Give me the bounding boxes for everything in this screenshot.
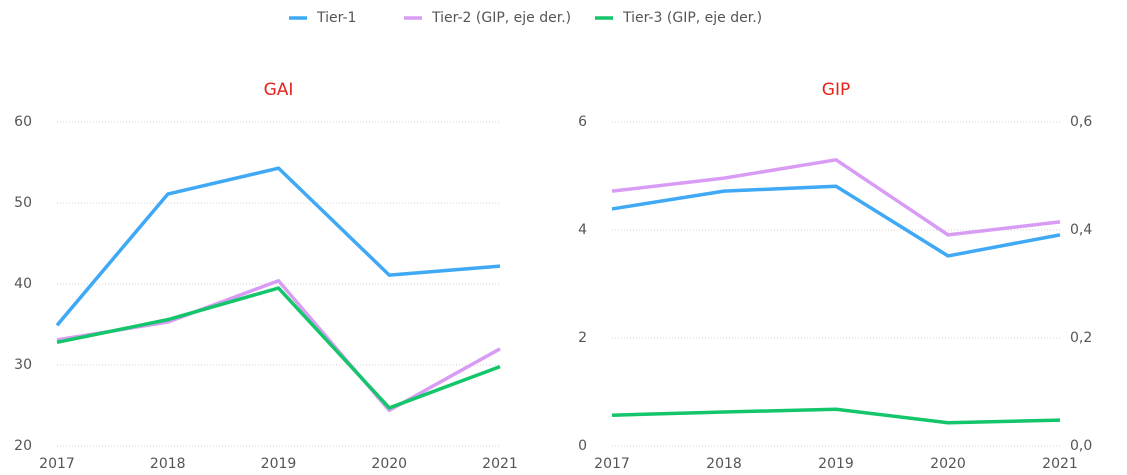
y2-tick-label: 0,4 <box>1070 222 1092 238</box>
x-tick-label: 2017 <box>594 456 630 472</box>
x-tick-label: 2020 <box>930 456 966 472</box>
chart-title: GAI <box>264 80 294 100</box>
y-tick-label: 40 <box>14 276 32 292</box>
y2-tick-label: 0,2 <box>1070 330 1092 346</box>
x-tick-label: 2021 <box>1042 456 1078 472</box>
y-tick-label: 60 <box>14 114 32 130</box>
legend-label: Tier-2 (GIP, eje der.) <box>431 10 571 26</box>
y-tick-label: 20 <box>14 438 32 454</box>
y2-tick-label: 0,6 <box>1070 114 1092 130</box>
y2-tick-label: 0,0 <box>1070 438 1092 454</box>
series-line <box>55 166 501 327</box>
series-line <box>611 407 1061 425</box>
series-line <box>56 286 501 410</box>
x-tick-label: 2021 <box>482 456 518 472</box>
x-tick-label: 2018 <box>706 456 742 472</box>
x-tick-label: 2020 <box>371 456 407 472</box>
legend-label: Tier-1 <box>316 10 356 26</box>
y-tick-label: 4 <box>578 222 587 238</box>
y-tick-label: 0 <box>578 438 587 454</box>
chart-title: GIP <box>822 80 850 100</box>
series-line <box>611 184 1061 258</box>
y-tick-label: 30 <box>14 357 32 373</box>
x-tick-label: 2019 <box>261 456 297 472</box>
y-tick-label: 6 <box>578 114 587 130</box>
x-tick-label: 2019 <box>818 456 854 472</box>
legend-label: Tier-3 (GIP, eje der.) <box>622 10 762 26</box>
series-line <box>611 158 1061 237</box>
y-tick-label: 50 <box>14 195 32 211</box>
x-tick-label: 2018 <box>150 456 186 472</box>
x-tick-label: 2017 <box>39 456 75 472</box>
y-tick-label: 2 <box>578 330 587 346</box>
